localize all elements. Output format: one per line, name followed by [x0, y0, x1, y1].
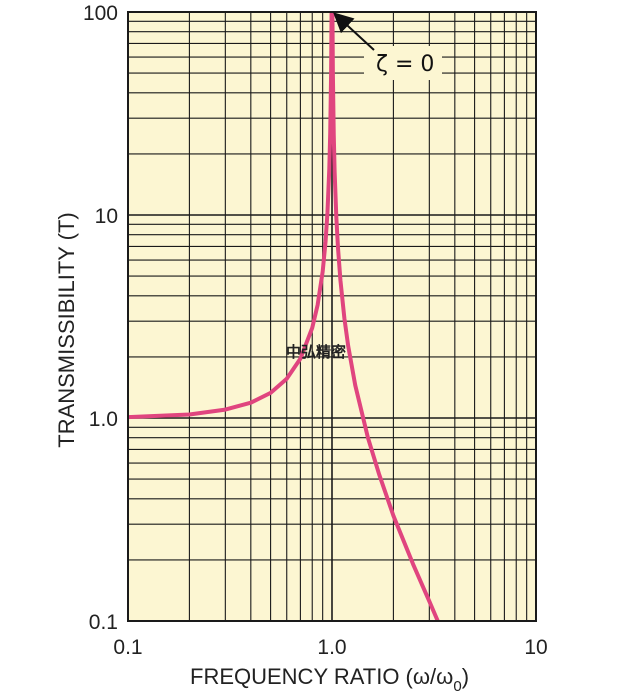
watermark: 中弘精密: [286, 343, 346, 361]
plot-frame: [127, 11, 537, 622]
x-tick-label: 1.0: [317, 636, 346, 659]
series-layer: [128, 12, 440, 621]
y-tick-labels: 0.1 1.0 10 100: [83, 2, 118, 634]
annotation: ζ = 0: [333, 12, 442, 80]
y-tick-label: 1.0: [89, 408, 118, 431]
x-axis-label: FREQUENCY RATIO (ω/ω0): [190, 664, 469, 695]
annotation-label: ζ = 0: [376, 52, 434, 77]
annotation-box: [364, 46, 442, 80]
series-line: [128, 12, 440, 621]
annotation-arrow: [333, 12, 375, 51]
y-tick-label: 10: [95, 205, 118, 228]
y-axis-label: TRANSMISSIBILITY (T): [54, 212, 79, 448]
x-tick-label: 0.1: [113, 636, 142, 659]
y-tick-label: 0.1: [89, 611, 118, 634]
x-tick-label: 10: [524, 636, 547, 659]
x-tick-labels: 0.1 1.0 10: [113, 636, 547, 659]
y-tick-label: 100: [83, 2, 118, 25]
